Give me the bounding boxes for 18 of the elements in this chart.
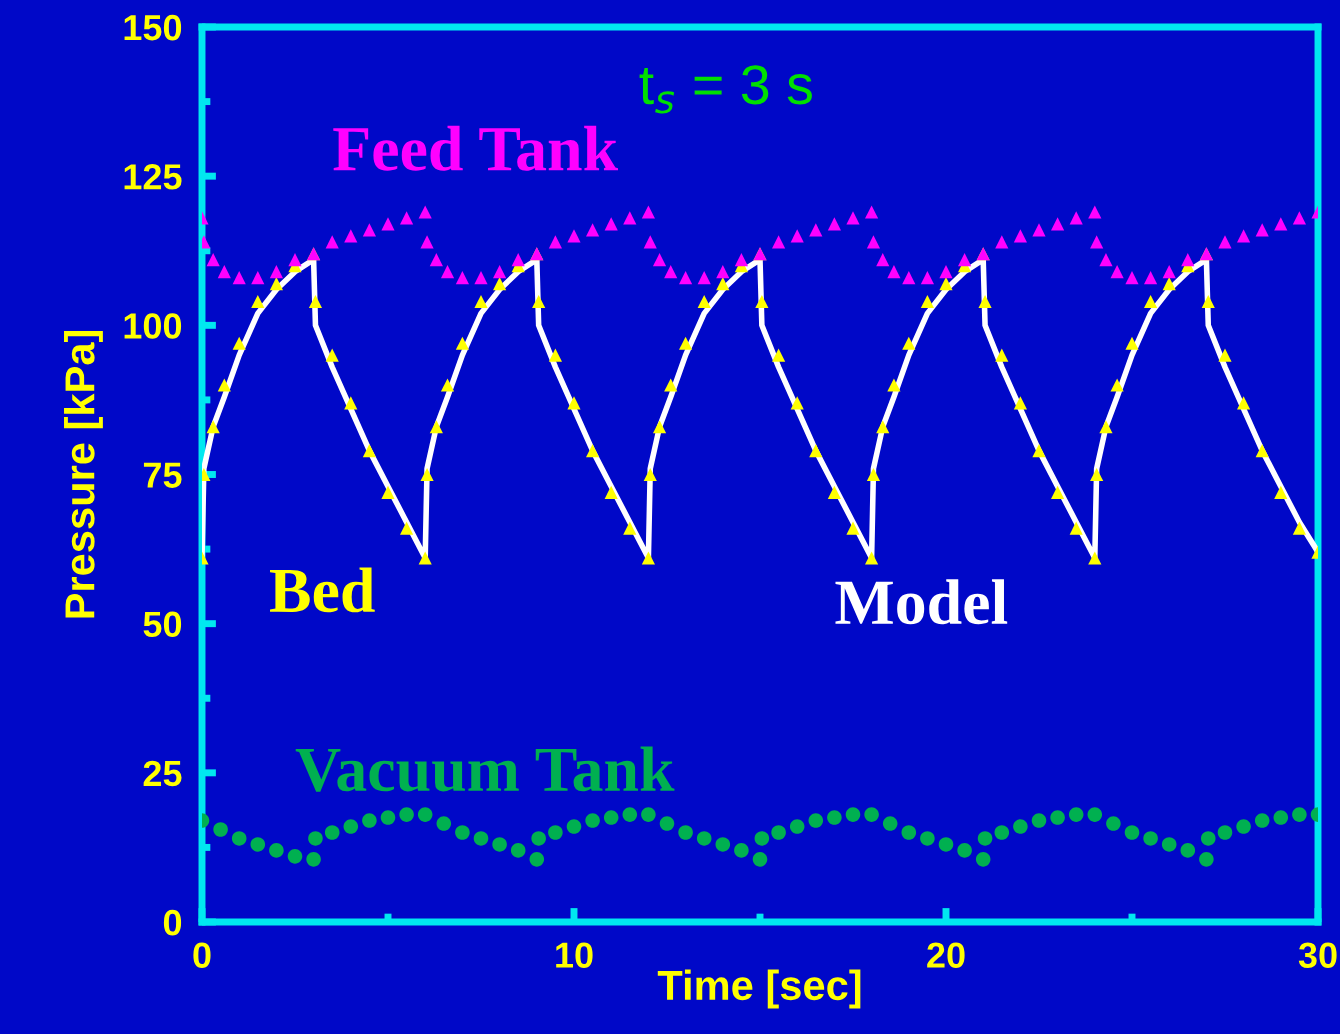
y-tick-label: 0 <box>163 909 182 936</box>
y-tick-label: 50 <box>143 611 182 638</box>
y-tick-label: 25 <box>143 760 182 787</box>
series-label: Vacuum Tank <box>295 746 675 792</box>
series-label: Feed Tank <box>333 125 619 171</box>
y-tick-label: 150 <box>124 14 182 41</box>
y-tick-label: 125 <box>124 164 182 190</box>
annotation: t$_{s}$ = 3 s <box>639 65 812 114</box>
x-tick-label: 30 <box>1298 942 1337 969</box>
y-tick-label: 100 <box>124 313 182 339</box>
x-tick-label: 0 <box>193 942 211 968</box>
x-axis-title: Time [sec] <box>657 969 861 1009</box>
x-tick-label: 10 <box>556 942 593 968</box>
x-tick-label: 20 <box>927 942 965 968</box>
y-axis-title: Pressure [kPa] <box>64 330 103 618</box>
y-tick-label: 75 <box>143 462 182 488</box>
series-label: Bed <box>270 567 375 613</box>
series-label: Model <box>835 579 1008 625</box>
